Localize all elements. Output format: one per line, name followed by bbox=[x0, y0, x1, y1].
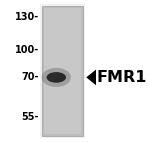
Ellipse shape bbox=[46, 72, 66, 83]
Text: 70-: 70- bbox=[21, 72, 39, 82]
Text: 55-: 55- bbox=[21, 112, 39, 122]
Bar bbox=[42, 6, 82, 136]
Polygon shape bbox=[86, 70, 96, 85]
Bar bbox=[42, 6, 82, 136]
Text: 130-: 130- bbox=[15, 12, 39, 22]
Bar bbox=[42, 6, 82, 136]
Ellipse shape bbox=[42, 68, 71, 87]
Text: FMR1: FMR1 bbox=[97, 70, 147, 85]
Text: 100-: 100- bbox=[15, 45, 39, 55]
